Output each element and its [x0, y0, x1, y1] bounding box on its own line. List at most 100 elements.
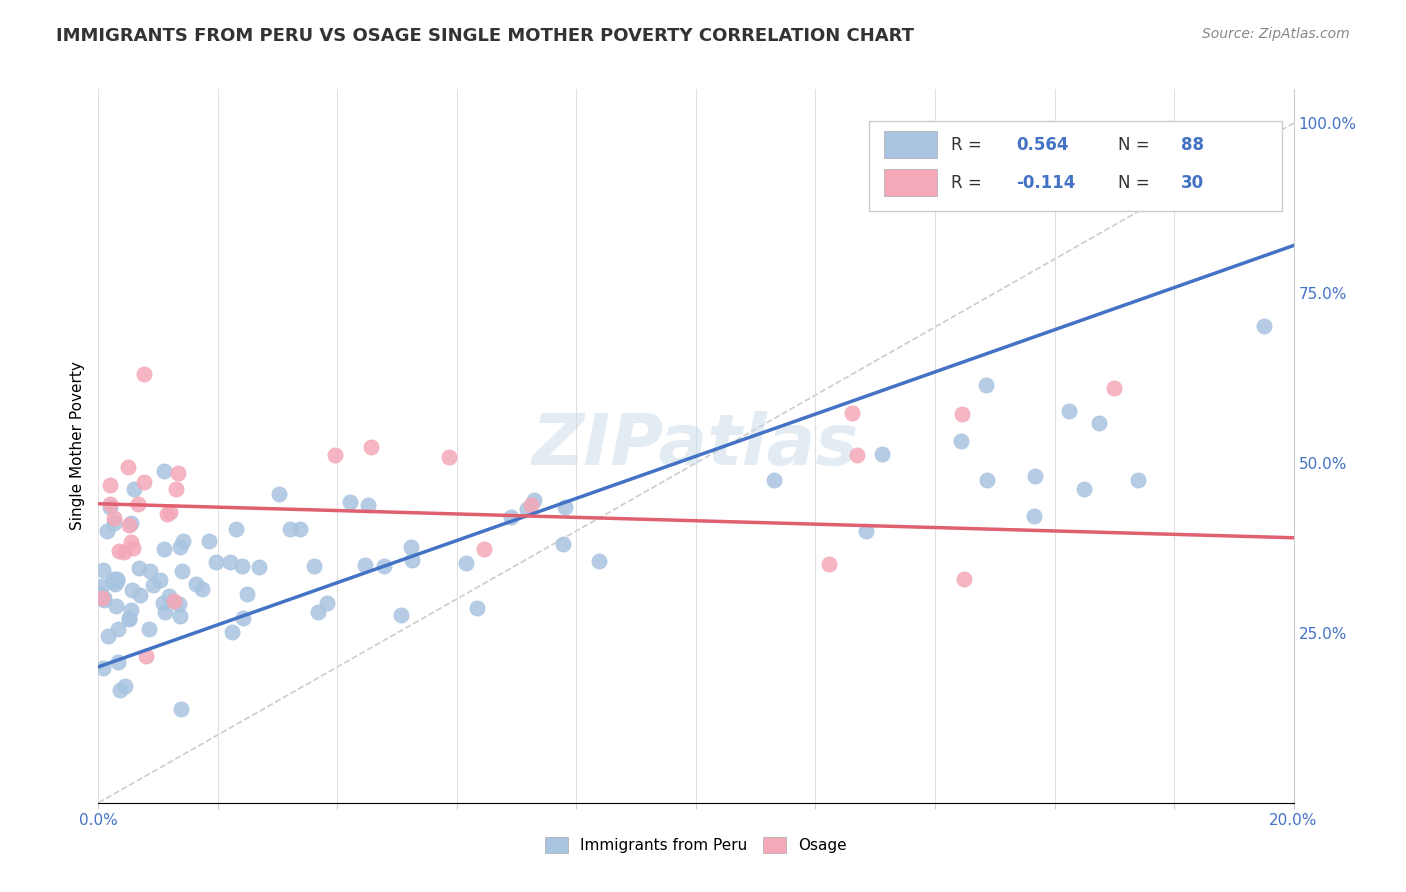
Point: [247, 560, 270, 574]
Point: [153, 605, 176, 619]
Point: [225, 522, 247, 536]
Point: [389, 607, 412, 622]
Point: [96, 524, 118, 538]
Point: [190, 582, 212, 596]
Point: [93, 591, 115, 605]
Point: [105, 599, 128, 614]
Point: [142, 578, 165, 592]
Text: N =: N =: [1118, 174, 1154, 192]
Point: [316, 596, 339, 610]
Point: [817, 558, 839, 572]
Point: [120, 516, 142, 530]
Point: [91, 661, 114, 675]
Point: [139, 564, 162, 578]
Point: [221, 624, 243, 639]
Point: [845, 448, 868, 462]
Point: [373, 558, 395, 573]
Point: [91, 563, 114, 577]
Point: [953, 572, 976, 586]
Point: [118, 610, 141, 624]
Point: [197, 533, 219, 548]
Point: [235, 587, 257, 601]
Point: [339, 494, 361, 508]
Point: [520, 498, 543, 512]
Point: [156, 507, 179, 521]
Point: [278, 522, 301, 536]
Point: [553, 536, 575, 550]
Point: [91, 591, 114, 605]
Point: [1253, 319, 1275, 334]
Point: [117, 459, 139, 474]
Point: [302, 558, 325, 573]
Point: [439, 450, 461, 465]
Point: [127, 497, 149, 511]
Point: [763, 474, 786, 488]
Point: [231, 558, 253, 573]
Point: [360, 440, 382, 454]
Point: [841, 406, 863, 420]
Point: [97, 628, 120, 642]
Point: [354, 558, 377, 572]
Text: 30: 30: [1181, 174, 1205, 192]
Point: [323, 448, 346, 462]
Point: [108, 682, 131, 697]
Point: [219, 555, 242, 569]
Point: [855, 524, 877, 538]
Point: [172, 533, 194, 548]
Point: [153, 541, 176, 556]
Text: -0.114: -0.114: [1017, 174, 1076, 192]
Point: [149, 573, 172, 587]
Point: [132, 475, 155, 489]
Point: [516, 502, 538, 516]
Point: [184, 576, 207, 591]
Point: [103, 572, 125, 586]
Text: IMMIGRANTS FROM PERU VS OSAGE SINGLE MOTHER POVERTY CORRELATION CHART: IMMIGRANTS FROM PERU VS OSAGE SINGLE MOT…: [56, 27, 914, 45]
Point: [1088, 417, 1111, 431]
Point: [163, 593, 186, 607]
Point: [357, 498, 380, 512]
Point: [122, 482, 145, 496]
Point: [128, 560, 150, 574]
Point: [103, 510, 125, 524]
Point: [135, 649, 157, 664]
Text: R =: R =: [950, 174, 987, 192]
Point: [976, 473, 998, 487]
Point: [101, 574, 124, 588]
Point: [118, 518, 141, 533]
Point: [122, 541, 145, 555]
Point: [474, 542, 496, 557]
Point: [153, 463, 176, 477]
Point: [1024, 469, 1046, 483]
Legend: Immigrants from Peru, Osage: Immigrants from Peru, Osage: [538, 831, 853, 859]
Point: [465, 601, 488, 615]
Point: [870, 447, 893, 461]
Point: [98, 498, 121, 512]
FancyBboxPatch shape: [883, 131, 938, 159]
Point: [523, 492, 546, 507]
Point: [1022, 508, 1045, 523]
Point: [90, 579, 112, 593]
Point: [105, 572, 128, 586]
Point: [1102, 381, 1125, 395]
Y-axis label: Single Mother Poverty: Single Mother Poverty: [69, 361, 84, 531]
Point: [290, 522, 312, 536]
Point: [138, 622, 160, 636]
Point: [114, 679, 136, 693]
Point: [170, 702, 193, 716]
Point: [401, 540, 423, 554]
Point: [172, 564, 194, 578]
Point: [401, 552, 423, 566]
Text: 88: 88: [1181, 136, 1204, 153]
Point: [107, 622, 129, 636]
FancyBboxPatch shape: [883, 169, 938, 196]
FancyBboxPatch shape: [869, 121, 1282, 211]
Point: [107, 655, 129, 669]
Point: [120, 602, 142, 616]
Point: [98, 500, 121, 515]
Point: [165, 482, 187, 496]
Point: [132, 367, 155, 381]
Text: Source: ZipAtlas.com: Source: ZipAtlas.com: [1202, 27, 1350, 41]
Point: [120, 535, 142, 549]
Point: [307, 605, 329, 619]
Point: [89, 587, 111, 601]
